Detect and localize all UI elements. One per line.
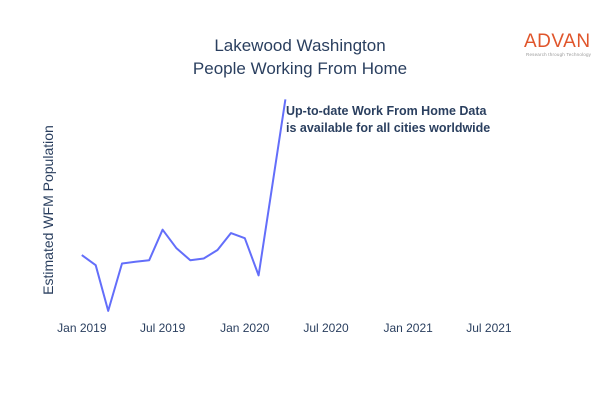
annotation-line1: Up-to-date Work From Home Data: [286, 104, 487, 118]
logo-subtext: Research through Technology: [526, 52, 592, 57]
x-tick-label: Jan 2021: [383, 321, 433, 335]
chart-title-line1: Lakewood Washington: [214, 36, 386, 55]
annotation-line2: is available for all cities worldwide: [286, 121, 491, 135]
x-tick-label: Jan 2019: [57, 321, 107, 335]
x-tick-label: Jul 2019: [140, 321, 186, 335]
advan-logo: ADVAN Research through Technology: [524, 32, 594, 58]
x-tick-label: Jul 2020: [303, 321, 349, 335]
x-tick-label: Jan 2020: [220, 321, 270, 335]
logo-text: ADVAN: [524, 31, 591, 52]
annotation-text: Up-to-date Work From Home Data is availa…: [286, 103, 490, 137]
chart-title-line2: People Working From Home: [192, 59, 408, 78]
x-tick-label: Jul 2021: [466, 321, 512, 335]
series-line: [81, 99, 287, 312]
chart-title: Lakewood Washington People Working From …: [100, 34, 500, 80]
